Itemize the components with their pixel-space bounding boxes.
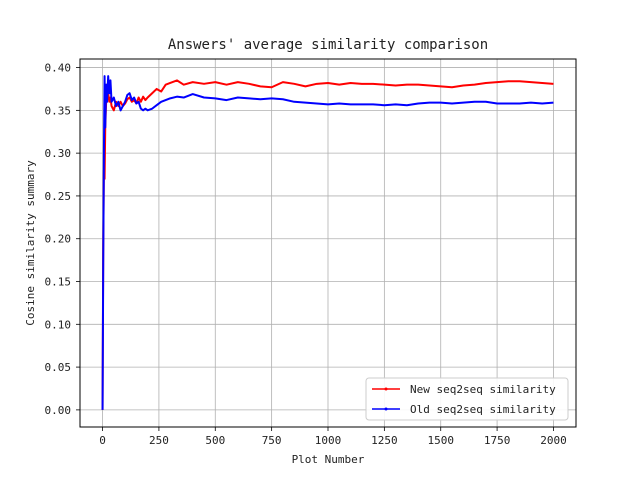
x-tick-label: 0: [99, 434, 106, 447]
y-tick-label: 0.35: [45, 104, 72, 117]
x-axis-label: Plot Number: [292, 453, 365, 466]
legend-marker-old: [384, 407, 388, 411]
chart-title: Answers' average similarity comparison: [168, 37, 488, 53]
y-tick-label: 0.15: [45, 276, 72, 289]
legend-label-new: New seq2seq similarity: [410, 383, 556, 396]
x-tick-label: 500: [205, 434, 225, 447]
y-tick-label: 0.00: [45, 404, 72, 417]
legend: New seq2seq similarity Old seq2seq simil…: [365, 377, 569, 421]
y-axis-label: Cosine similarity summary: [24, 160, 37, 326]
y-tick-label: 0.40: [45, 62, 72, 75]
y-tick-label: 0.20: [45, 233, 72, 246]
legend-marker-new: [384, 387, 388, 391]
x-tick-label: 1500: [427, 434, 454, 447]
y-tick-label: 0.10: [45, 318, 72, 331]
y-tick-label: 0.25: [45, 190, 72, 203]
x-tick-label: 750: [262, 434, 282, 447]
x-tick-label: 1250: [371, 434, 398, 447]
legend-box: [365, 377, 569, 421]
legend-label-old: Old seq2seq similarity: [410, 403, 556, 416]
x-tick-label: 1000: [315, 434, 342, 447]
x-tick-label: 1750: [484, 434, 511, 447]
series-line-new: [101, 79, 554, 410]
series-line-old: [101, 75, 554, 410]
axis-ticks: 0 250 500 750 1000 1250 1500 1750 2000 0.00 0.05 0.…: [45, 62, 567, 447]
x-tick-label: 2000: [540, 434, 567, 447]
y-tick-label: 0.05: [45, 361, 72, 374]
x-tick-label: 250: [149, 434, 169, 447]
y-tick-label: 0.30: [45, 147, 72, 160]
series-lines: [101, 75, 554, 410]
